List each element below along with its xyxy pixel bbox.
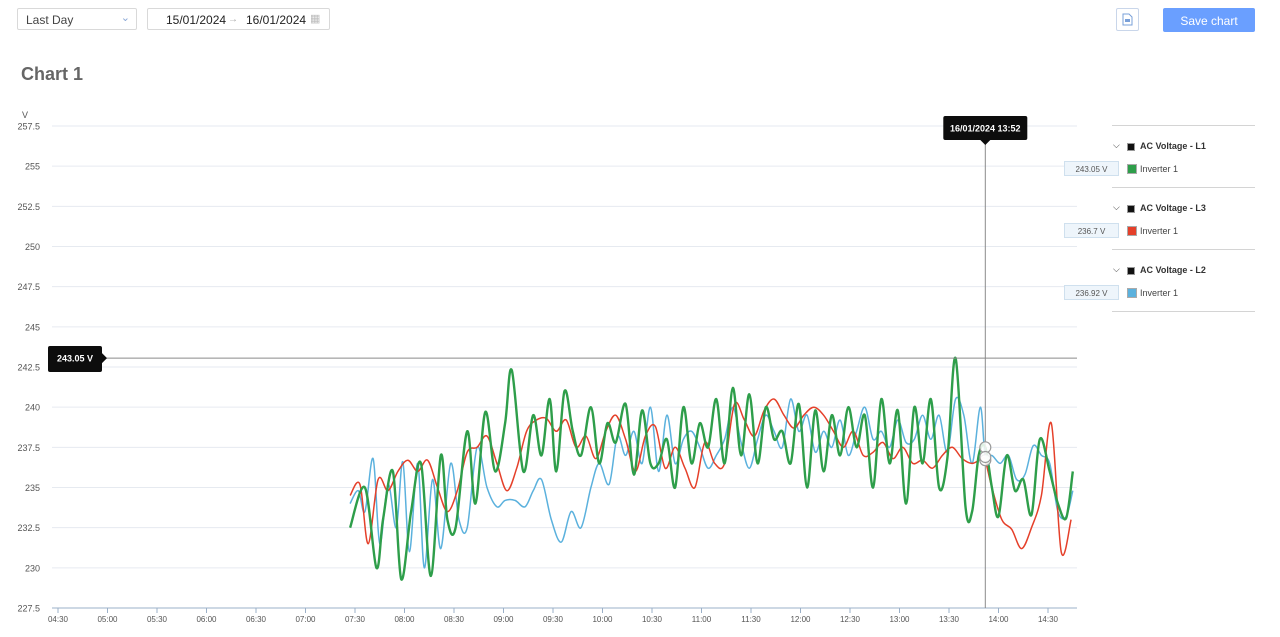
legend-group-l2[interactable]: ⌵ AC Voltage - L2 236.92 V Inverter 1 [1064,249,1255,311]
legend-item-label[interactable]: Inverter 1 [1140,226,1179,236]
x-tick-label: 06:30 [246,615,267,624]
date-from[interactable]: 15/01/2024 [166,13,227,27]
range-select[interactable]: Last Day ⌄ [17,8,137,30]
y-tick-label: 257.5 [17,122,40,132]
y-tick-label: 247.5 [17,282,40,292]
x-tick-label: 10:00 [592,615,613,624]
y-tick-label: 255 [25,162,40,172]
x-tick-label: 10:30 [642,615,663,624]
export-file-icon [1122,13,1133,26]
y-tick-label: 237.5 [17,443,40,453]
x-tick-label: 08:00 [394,615,415,624]
x-tick-label: 07:30 [345,615,366,624]
x-tick-label: 14:30 [1038,615,1059,624]
range-select-label: Last Day [26,13,74,27]
cursor-value-label: 243.05 V [57,354,93,364]
x-tick-label: 11:30 [741,615,761,624]
x-tick-label: 14:00 [988,615,1009,624]
x-tick-label: 06:00 [196,615,217,624]
series-line-l1 [348,356,1074,581]
y-tick-label: 242.5 [17,363,40,373]
cursor-value-tooltip [48,346,102,372]
legend-group-marker [1127,267,1135,275]
series-line-l2 [349,396,1074,569]
x-tick-label: 07:00 [295,615,316,624]
legend-item-label[interactable]: Inverter 1 [1140,288,1179,298]
chevron-down-icon[interactable]: ⌵ [1113,140,1120,150]
x-tick-label: 11:00 [692,615,712,624]
legend-group-l1[interactable]: ⌵ AC Voltage - L1 243.05 V Inverter 1 [1064,125,1255,187]
y-axis-unit-label: V [22,110,28,120]
cursor-value-tooltip-arrow [102,353,107,364]
y-tick-label: 245 [25,322,40,332]
y-tick-label: 250 [25,242,40,252]
legend-group-marker [1127,143,1135,151]
date-to[interactable]: 16/01/2024 [246,13,307,27]
legend-group-marker [1127,205,1135,213]
cursor-time-label: 16/01/2024 13:52 [950,124,1021,134]
legend-group-title: AC Voltage - L2 [1140,265,1206,275]
y-tick-label: 232.5 [17,523,40,533]
y-tick-label: 235 [25,483,40,493]
legend-divider [1112,311,1255,312]
legend-group-title: AC Voltage - L3 [1140,203,1206,213]
cursor-time-tooltip [943,116,1028,140]
legend-group-title: AC Voltage - L1 [1140,141,1206,151]
arrow-right-icon: → [228,14,238,25]
x-tick-label: 12:30 [840,615,861,624]
chart-legend: ⌵ AC Voltage - L1 243.05 V Inverter 1 ⌵ … [1064,125,1255,312]
x-tick-label: 09:00 [493,615,514,624]
export-button[interactable] [1116,8,1139,31]
y-tick-label: 227.5 [17,604,40,614]
save-chart-button[interactable]: Save chart [1163,8,1255,32]
cursor-marker [979,450,992,464]
y-tick-label: 252.5 [17,202,40,212]
x-tick-label: 13:30 [939,615,960,624]
legend-value-box: 243.05 V [1064,161,1119,176]
y-tick-label: 240 [25,403,40,413]
x-tick-label: 08:30 [444,615,465,624]
x-tick-label: 05:00 [97,615,118,624]
legend-item-label[interactable]: Inverter 1 [1140,164,1179,174]
cursor-time-tooltip-arrow [980,140,991,145]
chevron-down-icon[interactable]: ⌵ [1113,202,1120,212]
legend-value-box: 236.92 V [1064,285,1119,300]
x-tick-label: 05:30 [147,615,168,624]
date-range-picker[interactable]: 15/01/2024 → 16/01/2024 ▦ [147,8,330,30]
legend-swatch-l3[interactable] [1127,226,1137,236]
legend-swatch-l2[interactable] [1127,288,1137,298]
chevron-down-icon[interactable]: ⌵ [1113,264,1120,274]
x-tick-label: 04:30 [48,615,69,624]
chart-title: Chart 1 [21,64,84,84]
legend-group-l3[interactable]: ⌵ AC Voltage - L3 236.7 V Inverter 1 [1064,187,1255,249]
x-tick-label: 12:00 [790,615,811,624]
y-tick-label: 230 [25,563,40,573]
x-tick-label: 13:00 [889,615,910,624]
calendar-icon[interactable]: ▦ [310,13,321,25]
legend-value-box: 236.7 V [1064,223,1119,238]
legend-swatch-l1[interactable] [1127,164,1137,174]
x-tick-label: 09:30 [543,615,564,624]
chevron-down-icon: ⌄ [120,12,130,24]
